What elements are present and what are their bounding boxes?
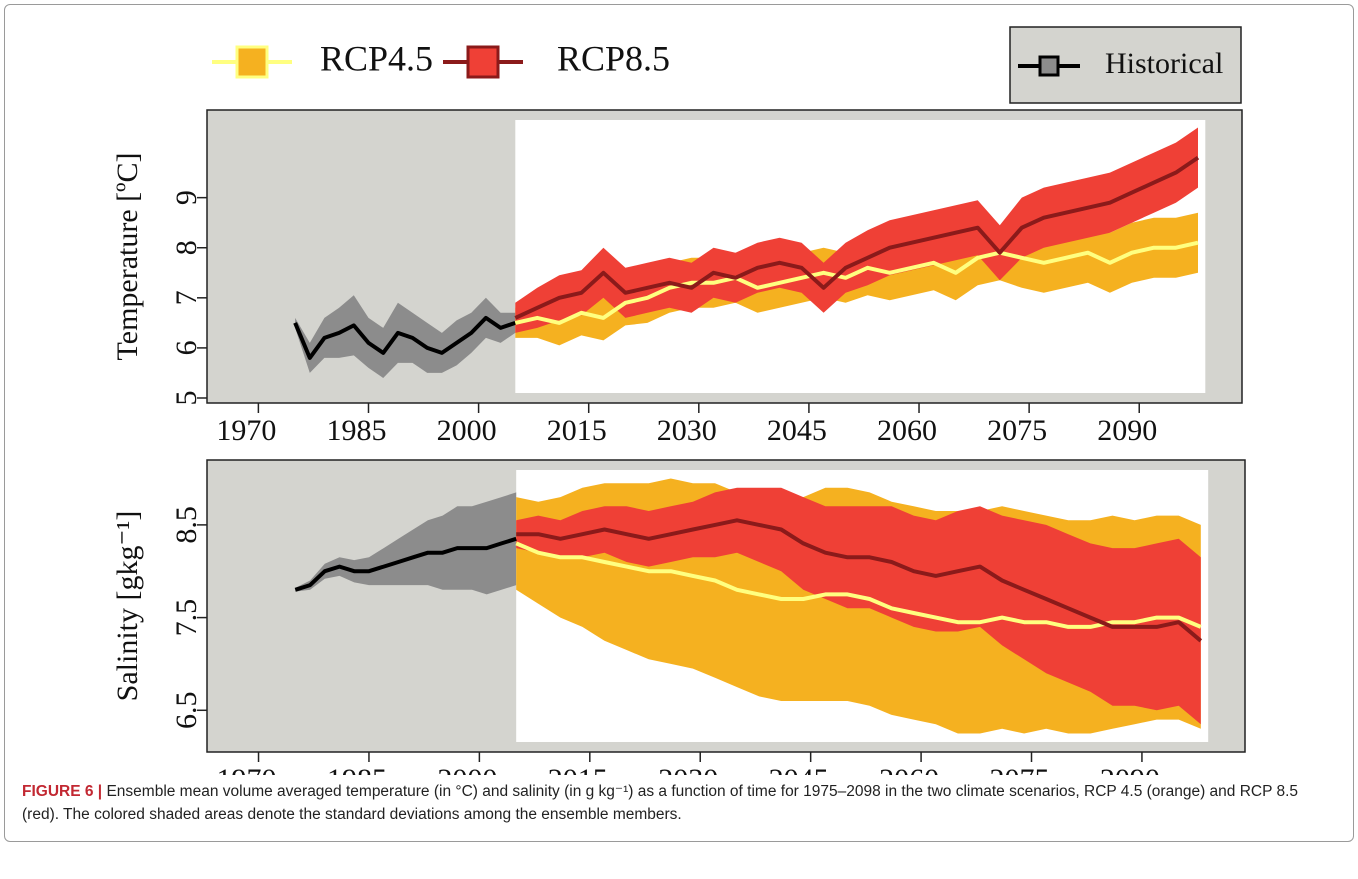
legend-label: Historical: [1105, 47, 1223, 80]
plot-border: [206, 109, 1243, 404]
y-tick-label: 7: [170, 290, 203, 305]
x-tick-label: 2030: [657, 414, 717, 447]
legend-swatch: [1038, 55, 1060, 77]
x-tick-label: 1970: [217, 763, 277, 775]
x-tick-label: 2075: [987, 414, 1047, 447]
y-tick-label: 7.5: [170, 599, 203, 637]
y-tick-label: 5: [170, 390, 203, 405]
mean-line: [514, 240, 1199, 325]
legend-swatch: [235, 45, 269, 79]
y-tick-label: 6.5: [170, 692, 203, 730]
y-tick-label: 8: [170, 240, 203, 255]
legend-label: RCP8.5: [557, 38, 670, 78]
x-tick-label: 1970: [216, 414, 276, 447]
mean-line: [294, 536, 517, 592]
chart: 5 6 7 8 9 1970 1985 2000 2015 2030 2045 2060 2075 209…: [111, 26, 1246, 775]
x-tick-label: 2090: [1100, 763, 1160, 775]
figure-frame: [4, 4, 1354, 842]
x-tick-label: 2045: [767, 414, 827, 447]
y-axis-label: Temperature [ºC]: [111, 153, 144, 361]
legend-label: RCP4.5: [320, 38, 433, 78]
sd-band: [516, 487, 1201, 725]
x-tick-label: 2030: [658, 763, 718, 775]
y-axis-label: Salinity [gkg⁻¹]: [111, 511, 144, 702]
x-tick-label: 2075: [990, 763, 1050, 775]
mean-line: [516, 518, 1203, 643]
y-tick-label: 8.5: [170, 506, 203, 544]
x-tick-label: 2060: [879, 763, 939, 775]
caption-label: FIGURE 6 |: [22, 783, 103, 800]
x-tick-label: 2000: [437, 414, 497, 447]
x-tick-label: 1985: [326, 414, 386, 447]
x-tick-label: 2045: [769, 763, 829, 775]
x-tick-label: 2015: [548, 763, 608, 775]
caption: FIGURE 6 | Ensemble mean volume averaged…: [22, 780, 1332, 826]
plot-border: [206, 459, 1246, 753]
x-tick-label: 2090: [1097, 414, 1157, 447]
mean-line: [293, 315, 516, 360]
mean-line: [514, 155, 1200, 320]
x-tick-label: 2015: [547, 414, 607, 447]
y-tick-label: 9: [170, 190, 203, 205]
sd-band: [515, 127, 1198, 333]
y-tick-label: 6: [170, 340, 203, 355]
mean-line: [515, 541, 1202, 629]
x-tick-label: 1985: [327, 763, 387, 775]
x-tick-label: 2060: [877, 414, 937, 447]
x-tick-label: 2000: [437, 763, 497, 775]
legend-swatch: [466, 45, 500, 79]
caption-text: Ensemble mean volume averaged temperatur…: [22, 783, 1299, 823]
